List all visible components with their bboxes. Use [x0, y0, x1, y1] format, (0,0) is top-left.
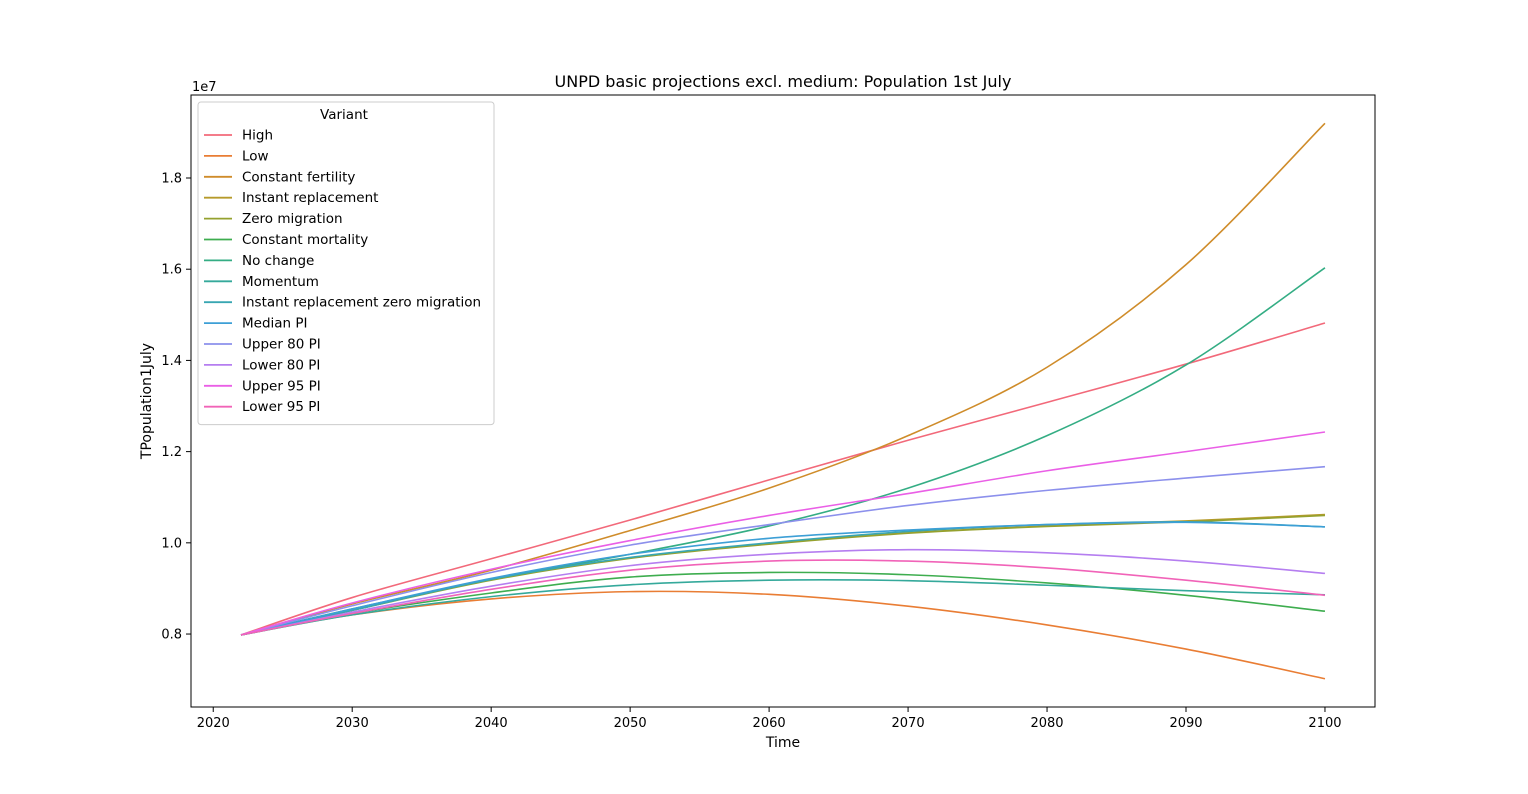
series-line-constant-fertility — [240, 122, 1326, 636]
y-tick-label: 1.0 — [161, 536, 182, 551]
legend-label-momentum: Momentum — [242, 274, 319, 290]
legend-label-no-change: No change — [242, 253, 314, 269]
legend-label-instant-replacement-zero-migration: Instant replacement zero migration — [242, 295, 481, 311]
y-tick-label: 1.4 — [161, 354, 182, 369]
x-tick-label: 2070 — [892, 716, 925, 731]
y-axis-offset-label: 1e7 — [192, 80, 217, 95]
chart-title: UNPD basic projections excl. medium: Pop… — [555, 72, 1012, 91]
legend-title: Variant — [320, 107, 368, 123]
axes-frame — [190, 94, 1376, 708]
x-tick-label: 2020 — [197, 716, 230, 731]
x-tick-label: 2060 — [753, 716, 786, 731]
legend-label-instant-replacement: Instant replacement — [242, 190, 378, 206]
series-line-median-pi — [240, 521, 1325, 636]
y-tick-label: 1.6 — [161, 263, 182, 278]
x-tick-label: 2040 — [475, 716, 508, 731]
x-tick-label: 2030 — [336, 716, 369, 731]
series-line-instant-replacement — [240, 513, 1326, 636]
series-line-lower-80-pi — [240, 548, 1326, 636]
y-tick-label: 1.2 — [161, 445, 182, 460]
series-line-upper-80-pi — [240, 465, 1326, 636]
legend-label-zero-migration: Zero migration — [242, 211, 343, 227]
series-line-zero-migration — [240, 514, 1326, 636]
legend-label-low: Low — [242, 148, 269, 164]
legend-label-high: High — [242, 128, 273, 144]
legend-label-lower-80-pi: Lower 80 PI — [242, 357, 320, 373]
series-line-momentum — [240, 579, 1325, 636]
series-line-upper-95-pi — [240, 431, 1326, 636]
x-tick-label: 2100 — [1308, 716, 1341, 731]
legend-label-upper-95-pi: Upper 95 PI — [242, 378, 321, 394]
legend-label-upper-80-pi: Upper 80 PI — [242, 337, 321, 353]
plot-area: 2020 2030 2040 2050 2060 2070 2080 2090 2100 0.8 1… — [161, 94, 1376, 731]
y-axis-label: TPopulation1July — [139, 343, 155, 460]
y-tick-label: 1.8 — [161, 171, 182, 186]
series-line-lower-95-pi — [240, 559, 1326, 636]
legend-label-constant-fertility: Constant fertility — [242, 169, 355, 185]
x-axis-label: Time — [765, 735, 800, 751]
x-tick-label: 2080 — [1030, 716, 1063, 731]
legend-label-constant-mortality: Constant mortality — [242, 232, 368, 248]
series-line-high — [240, 322, 1326, 636]
legend-box — [197, 101, 495, 426]
legend-label-median-pi: Median PI — [242, 316, 308, 332]
x-tick-label: 2050 — [614, 716, 647, 731]
legend: Variant High Low Constant fertility Instant … — [197, 101, 495, 426]
series-line-constant-mortality — [240, 571, 1326, 636]
x-tick-label: 2090 — [1169, 716, 1202, 731]
y-tick-label: 0.8 — [161, 628, 182, 643]
legend-label-lower-95-pi: Lower 95 PI — [242, 399, 320, 415]
